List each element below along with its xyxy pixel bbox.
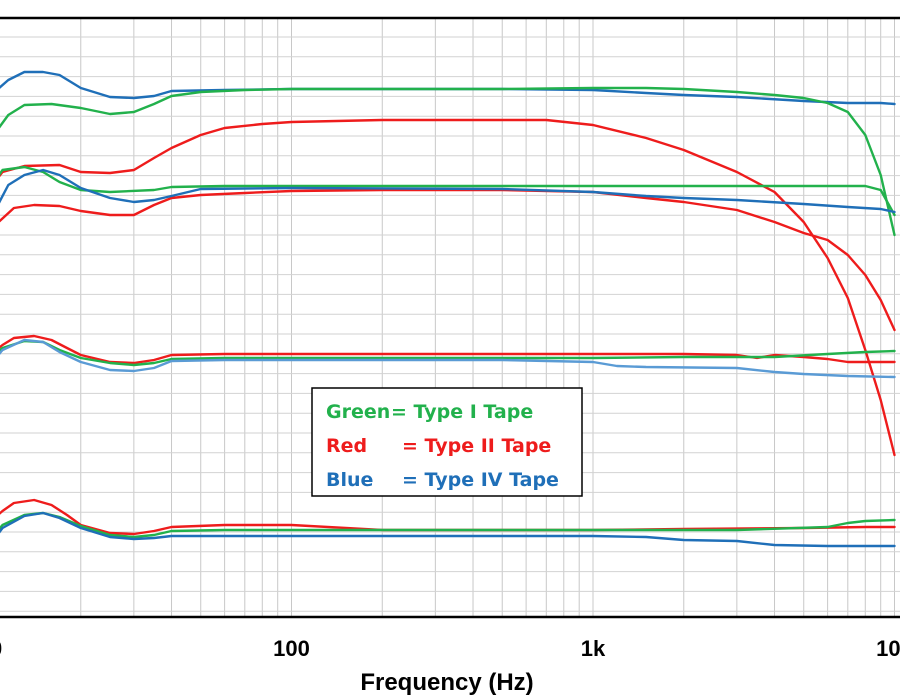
legend-entry-red-desc: = Type II Tape [402,435,551,457]
series-line-2 [0,86,896,237]
legend-box [311,387,583,497]
series-line-4 [0,188,896,332]
series-line-3 [0,118,896,457]
chart-legend: Green = Type I Tape Red = Type II Tape B… [311,387,583,497]
series-line-12 [0,511,896,548]
legend-entry-blue-name: Blue [326,469,373,491]
x-tick-label-100: 100 [273,636,310,661]
x-tick-label-10: 10 [0,636,2,661]
legend-entry-blue-desc: = Type IV Tape [402,469,559,491]
series-line-7 [0,334,896,365]
chart-axes [0,16,900,619]
chart-series-group [0,70,896,548]
series-line-6 [0,168,896,214]
x-tick-label-1k: 1k [581,636,606,661]
x-axis-title: Frequency (Hz) [360,669,533,696]
x-tick-label-10k: 10k [876,636,900,661]
legend-entry-red-name: Red [326,435,367,457]
legend-entry-green-name: Green [326,401,390,423]
x-tick-labels: 10 100 1k 10k [0,636,900,661]
legend-entry-green-desc: = Type I Tape [391,401,533,423]
series-line-9 [0,338,896,379]
